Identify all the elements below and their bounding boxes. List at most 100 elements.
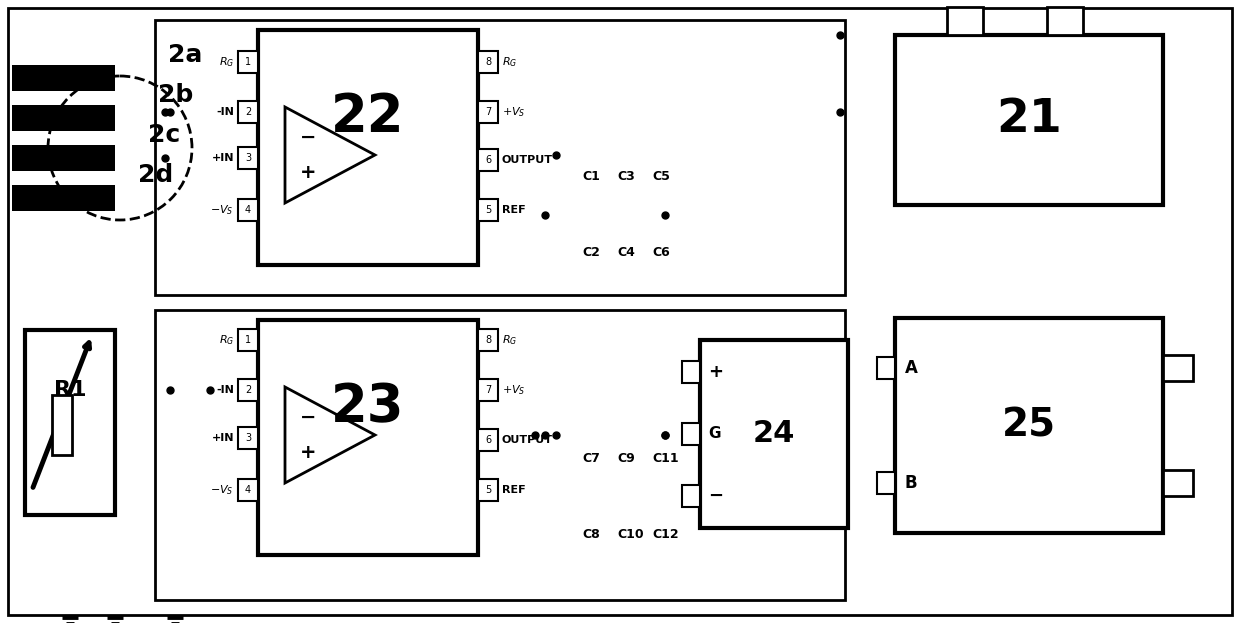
Bar xyxy=(1163,470,1193,496)
Text: R1: R1 xyxy=(53,380,87,400)
Text: OUTPUT: OUTPUT xyxy=(502,155,553,165)
Text: +IN: +IN xyxy=(212,433,234,443)
Bar xyxy=(477,199,498,221)
Text: 1: 1 xyxy=(246,335,250,345)
Text: +: + xyxy=(708,363,723,381)
Bar xyxy=(238,199,258,221)
Text: $R_G$: $R_G$ xyxy=(218,333,234,347)
Text: $-V_S$: $-V_S$ xyxy=(211,203,234,217)
Bar xyxy=(25,330,115,515)
Text: 2: 2 xyxy=(244,107,252,117)
Text: 2: 2 xyxy=(244,385,252,395)
Bar xyxy=(238,51,258,73)
Text: -IN: -IN xyxy=(216,385,234,395)
Text: 1: 1 xyxy=(246,57,250,67)
Text: 22: 22 xyxy=(331,92,404,143)
Text: $R_G$: $R_G$ xyxy=(502,55,517,69)
Text: 8: 8 xyxy=(485,335,491,345)
Bar xyxy=(258,320,477,555)
Text: C7: C7 xyxy=(582,452,600,465)
Text: B: B xyxy=(905,474,918,492)
Bar xyxy=(52,395,72,455)
Text: 2a: 2a xyxy=(167,43,202,67)
Text: REF: REF xyxy=(502,205,526,215)
Text: $-V_S$: $-V_S$ xyxy=(211,483,234,497)
Bar xyxy=(1163,355,1193,381)
Text: -IN: -IN xyxy=(216,107,234,117)
Text: OUTPUT: OUTPUT xyxy=(502,435,553,445)
Text: 2d: 2d xyxy=(138,163,174,187)
Text: 4: 4 xyxy=(246,485,250,495)
Bar xyxy=(682,361,701,383)
Bar xyxy=(947,7,983,35)
Bar xyxy=(12,145,115,171)
Text: 6: 6 xyxy=(485,435,491,445)
Text: 21: 21 xyxy=(996,98,1061,143)
Bar xyxy=(12,185,115,211)
Text: $R_G$: $R_G$ xyxy=(218,55,234,69)
Text: $R_G$: $R_G$ xyxy=(502,333,517,347)
Bar xyxy=(238,479,258,501)
Text: C8: C8 xyxy=(582,528,600,541)
Text: C10: C10 xyxy=(618,528,644,541)
Bar xyxy=(1047,7,1083,35)
Text: 5: 5 xyxy=(485,205,491,215)
Text: 24: 24 xyxy=(753,419,795,449)
Text: 2b: 2b xyxy=(157,83,193,107)
Bar xyxy=(477,51,498,73)
Text: 23: 23 xyxy=(331,381,404,434)
Text: +: + xyxy=(300,444,316,462)
Text: $+V_S$: $+V_S$ xyxy=(502,383,526,397)
Text: 4: 4 xyxy=(246,205,250,215)
Text: C4: C4 xyxy=(618,246,635,259)
Text: 5: 5 xyxy=(485,485,491,495)
Text: +: + xyxy=(300,163,316,183)
Bar xyxy=(477,329,498,351)
Text: 7: 7 xyxy=(485,385,491,395)
Text: 7: 7 xyxy=(485,107,491,117)
Text: C3: C3 xyxy=(618,171,635,184)
Text: 3: 3 xyxy=(246,433,250,443)
Bar xyxy=(477,101,498,123)
Bar xyxy=(12,105,115,131)
Text: C11: C11 xyxy=(652,452,678,465)
Bar xyxy=(477,149,498,171)
Bar xyxy=(895,35,1163,205)
Bar xyxy=(895,318,1163,533)
Bar xyxy=(238,147,258,169)
Text: −: − xyxy=(300,128,316,146)
Bar xyxy=(682,485,701,507)
Text: C2: C2 xyxy=(582,246,600,259)
Bar xyxy=(238,101,258,123)
Text: 8: 8 xyxy=(485,57,491,67)
Bar xyxy=(682,423,701,445)
Text: 25: 25 xyxy=(1002,406,1056,444)
Bar xyxy=(877,472,895,494)
Bar xyxy=(238,329,258,351)
Text: C9: C9 xyxy=(618,452,635,465)
Bar xyxy=(238,427,258,449)
Bar xyxy=(155,20,844,295)
Text: C12: C12 xyxy=(652,528,678,541)
Text: A: A xyxy=(905,359,918,377)
Text: $+V_S$: $+V_S$ xyxy=(502,105,526,119)
Text: −: − xyxy=(300,407,316,427)
Text: −: − xyxy=(708,487,723,505)
Text: +IN: +IN xyxy=(212,153,234,163)
Text: 6: 6 xyxy=(485,155,491,165)
Text: 3: 3 xyxy=(246,153,250,163)
Bar xyxy=(238,379,258,401)
Text: C5: C5 xyxy=(652,171,670,184)
Text: C6: C6 xyxy=(652,246,670,259)
Bar xyxy=(155,310,844,600)
Text: REF: REF xyxy=(502,485,526,495)
Text: G: G xyxy=(708,427,720,442)
Text: C1: C1 xyxy=(582,171,600,184)
Bar xyxy=(877,357,895,379)
Bar xyxy=(477,429,498,451)
Text: 2c: 2c xyxy=(148,123,180,147)
Bar xyxy=(12,65,115,91)
Bar xyxy=(477,479,498,501)
Bar xyxy=(477,379,498,401)
Bar xyxy=(701,340,848,528)
